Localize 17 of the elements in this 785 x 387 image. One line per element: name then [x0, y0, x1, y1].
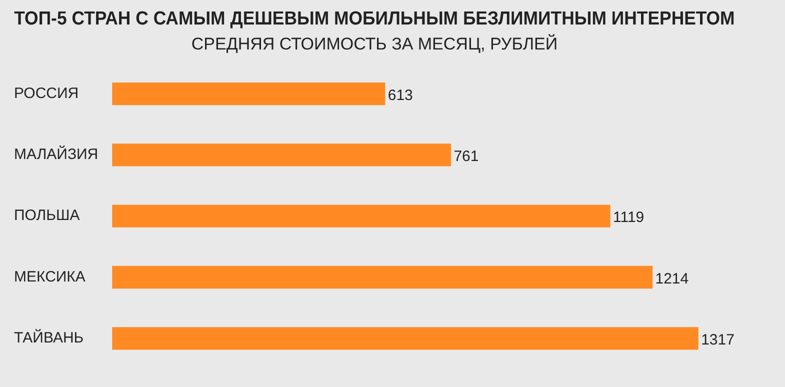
bar: [112, 82, 386, 106]
data-label: 613: [388, 86, 413, 104]
y-tick-label: МАЛАЙЗИЯ: [14, 145, 98, 164]
y-tick-label: ТАЙВАНЬ: [14, 328, 84, 347]
chart-subtitle: СРЕДНЯЯ СТОИМОСТЬ ЗА МЕСЯЦ, РУБЛЕЙ: [191, 34, 558, 54]
bar: [112, 327, 698, 350]
data-label: 1214: [655, 270, 689, 288]
data-label: 761: [454, 148, 479, 166]
chart-title: ТОП-5 СТРАН С САМЫМ ДЕШЕВЫМ МОБИЛЬНЫМ БЕЗЛИМИТНЫМ ИНТЕРНЕТОМ: [14, 7, 735, 29]
data-label: 1317: [701, 332, 734, 349]
data-label: 1119: [612, 209, 644, 226]
bar: [112, 144, 452, 166]
y-tick-label: РОССИЯ: [14, 84, 79, 102]
y-tick-label: МЕКСИКА: [14, 268, 86, 286]
y-tick-label: ПОЛЬША: [14, 207, 80, 224]
bar: [112, 204, 610, 228]
bar: [112, 266, 653, 289]
